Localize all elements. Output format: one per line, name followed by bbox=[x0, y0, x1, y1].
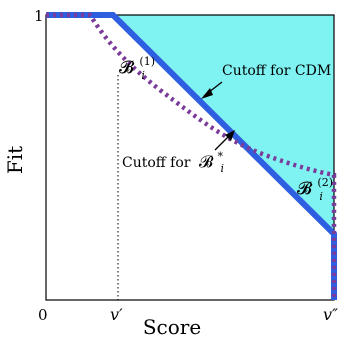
b2-math-symbol: 𝓑 bbox=[297, 179, 313, 199]
y-axis-label: Fit bbox=[3, 146, 27, 174]
x-tick-v-prime: v′ bbox=[110, 305, 123, 324]
bi-star-sup: * bbox=[218, 150, 224, 163]
bi-star-cutoff-label: Cutoff for 𝓑 * i bbox=[122, 148, 227, 175]
x-tick-v-double-prime: v″ bbox=[323, 305, 338, 324]
bi-star-math-symbol: 𝓑 bbox=[199, 152, 214, 171]
b1-math-symbol: 𝓑 bbox=[119, 58, 135, 78]
b1-sub: i bbox=[141, 69, 145, 82]
bi-star-sub: i bbox=[220, 162, 224, 175]
y-top-tick: 1 bbox=[34, 7, 44, 25]
b2-sup: (2) bbox=[317, 176, 333, 189]
cdm-cutoff-label: Cutoff for CDM bbox=[222, 63, 331, 79]
cdm-label-arrowhead bbox=[201, 88, 213, 99]
b1-sup: (1) bbox=[139, 55, 155, 68]
plot-frame bbox=[45, 14, 335, 301]
origin-tick: 0 bbox=[38, 306, 48, 324]
bi-star-label-prefix: Cutoff for bbox=[122, 155, 191, 171]
b2-sub: i bbox=[319, 190, 323, 203]
x-axis-label: Score bbox=[143, 315, 201, 337]
b2-label: 𝓑 (2) i bbox=[297, 171, 338, 203]
b1-label: 𝓑 (1) i bbox=[119, 50, 160, 82]
bi-star-label-arrowhead bbox=[225, 130, 235, 141]
